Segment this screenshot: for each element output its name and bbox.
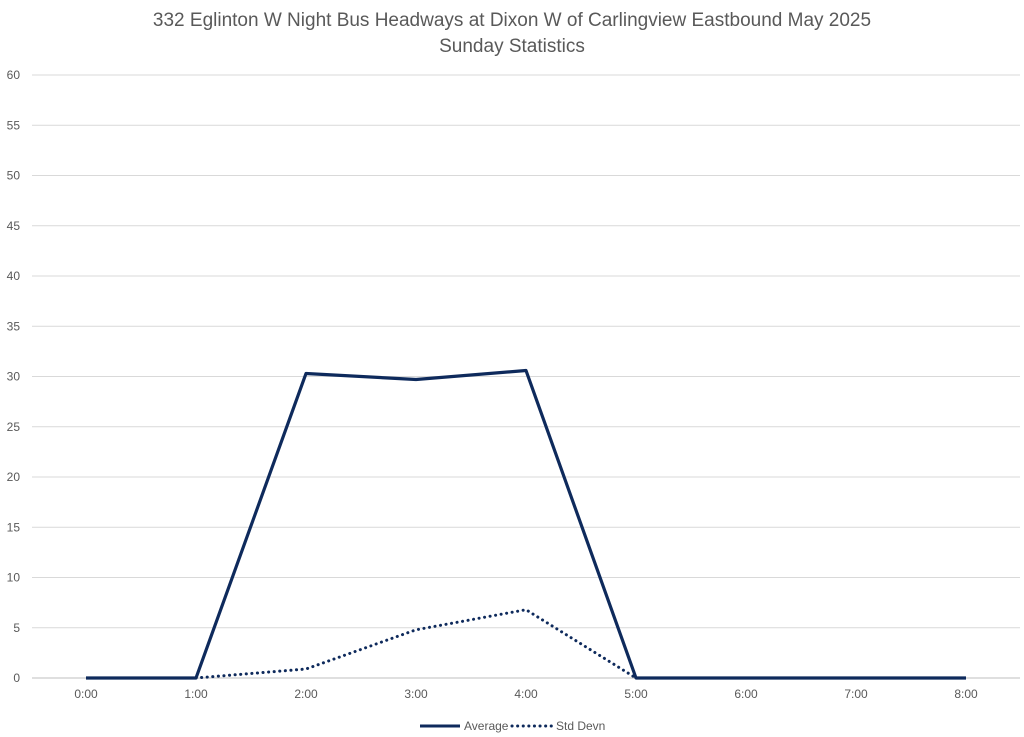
- series-lines: [86, 368, 966, 680]
- y-tick-label-20: 20: [7, 470, 21, 484]
- y-axis-tick-labels: 0 5 10 15 20 25 30 35 40 45 50 55 60: [7, 68, 21, 685]
- chart-title: 332 Eglinton W Night Bus Headways at Dix…: [152, 10, 872, 31]
- legend: Average Std Devn: [420, 719, 605, 733]
- y-tick-label-50: 50: [7, 169, 21, 183]
- chart-title-block: 332 Eglinton W Night Bus Headways at Dix…: [0, 8, 1024, 60]
- x-tick-label-8-00: 8:00: [954, 687, 978, 701]
- x-tick-label-7-00: 7:00: [844, 687, 868, 701]
- gridlines: [32, 74, 1020, 679]
- chart-subtitle: Sunday Statistics: [439, 36, 585, 57]
- y-tick-label-25: 25: [7, 420, 21, 434]
- series-line-std-devn: [194, 608, 638, 680]
- y-tick-label-30: 30: [7, 370, 21, 384]
- x-tick-label-3-00: 3:00: [404, 687, 428, 701]
- y-tick-label-5: 5: [13, 621, 20, 635]
- x-axis-tick-labels: 0:00 1:00 2:00 3:00 4:00 5:00 6:00 7:00 8:00: [74, 687, 978, 701]
- x-tick-label-0-00: 0:00: [74, 687, 98, 701]
- y-tick-label-15: 15: [7, 520, 21, 534]
- x-tick-label-5-00: 5:00: [624, 687, 648, 701]
- x-tick-label-2-00: 2:00: [294, 687, 318, 701]
- y-tick-label-0: 0: [13, 671, 20, 685]
- y-tick-label-55: 55: [7, 118, 21, 132]
- x-tick-label-6-00: 6:00: [734, 687, 758, 701]
- legend-label-std-devn: Std Devn: [556, 719, 605, 733]
- x-tick-label-1-00: 1:00: [184, 687, 208, 701]
- y-tick-label-40: 40: [7, 269, 21, 283]
- series-line-average: [86, 368, 966, 680]
- legend-label-average: Average: [464, 719, 509, 733]
- y-tick-label-45: 45: [7, 219, 21, 233]
- y-tick-label-35: 35: [7, 319, 21, 333]
- y-tick-label-10: 10: [7, 571, 21, 585]
- y-tick-label-60: 60: [7, 68, 21, 82]
- x-tick-label-4-00: 4:00: [514, 687, 538, 701]
